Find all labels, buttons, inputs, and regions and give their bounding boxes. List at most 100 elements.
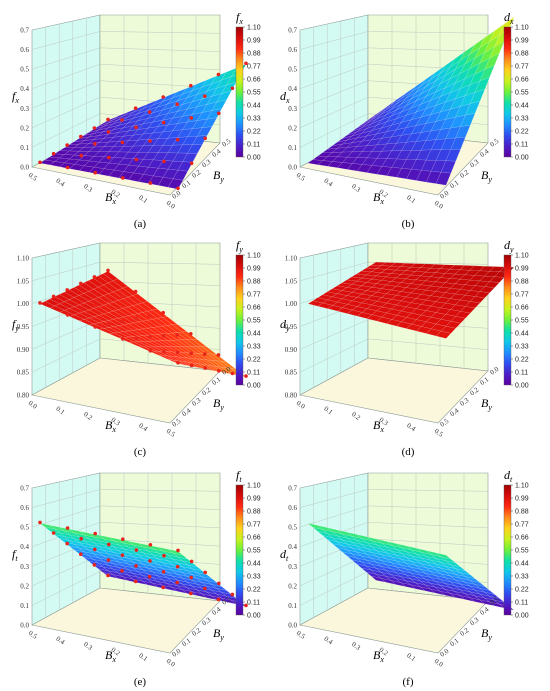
y-tick-label: 0.3 bbox=[201, 616, 213, 628]
x-tick-label: 0.4 bbox=[405, 421, 417, 433]
x-tick-label: 0.1 bbox=[405, 193, 417, 205]
surface-cell bbox=[187, 564, 203, 572]
colorbar-tick-label: 0.22 bbox=[247, 129, 261, 136]
colorbar-tick-label: 0.00 bbox=[247, 613, 261, 620]
z-tick-label: 0.0 bbox=[20, 622, 29, 630]
z-tick-label: 0.90 bbox=[17, 346, 30, 354]
data-marker bbox=[92, 275, 97, 279]
z-tick-label: 0.6 bbox=[20, 504, 29, 512]
data-marker bbox=[176, 548, 180, 553]
colorbar-tick-label: 0.88 bbox=[515, 509, 529, 516]
grid-line bbox=[299, 522, 489, 547]
y-tick-label: 0.0 bbox=[439, 647, 451, 659]
data-marker bbox=[203, 570, 207, 575]
data-marker bbox=[161, 310, 165, 315]
y-tick-label: 0.0 bbox=[171, 647, 183, 659]
data-marker bbox=[120, 553, 125, 557]
x-tick-label: 0.0 bbox=[165, 199, 177, 211]
z-tick-label: 0.1 bbox=[20, 144, 29, 152]
surface-cell bbox=[182, 560, 198, 568]
colorbar-tick-label: 0.99 bbox=[515, 38, 529, 45]
panel-caption: (e) bbox=[134, 676, 147, 688]
colorbar-tick-label: 0.88 bbox=[247, 509, 261, 516]
x-tick-label: 0.3 bbox=[378, 416, 390, 428]
colorbar-tick-label: 0.33 bbox=[515, 344, 529, 351]
x-tick-label: 0.0 bbox=[295, 399, 307, 411]
data-marker bbox=[79, 134, 83, 139]
colorbar-tick-label: 0.77 bbox=[515, 292, 529, 299]
y-tick-label: 0.5 bbox=[439, 417, 451, 429]
data-marker bbox=[203, 94, 207, 98]
x-tick-label: 0.3 bbox=[350, 182, 362, 194]
x-tick-label: 0.2 bbox=[110, 188, 122, 200]
z-tick-label: 0.3 bbox=[20, 105, 29, 113]
z-tick-label: 1.00 bbox=[17, 300, 30, 308]
data-marker bbox=[189, 559, 194, 564]
z-tick-label: 0.4 bbox=[20, 85, 29, 93]
z-tick-label: 0.1 bbox=[20, 602, 29, 610]
z-tick-label: 0.0 bbox=[288, 164, 297, 172]
y-tick-label: 0.1 bbox=[449, 636, 461, 648]
grid-line bbox=[31, 80, 221, 109]
y-tick-label: 0.2 bbox=[191, 168, 203, 180]
colorbar-tick-label: 0.44 bbox=[515, 103, 529, 110]
panel-b: 0.00.10.20.30.40.50.60.70.5 0.4 0.3 0.2 0.1 0… bbox=[280, 10, 529, 230]
colorbar-label: dx bbox=[504, 10, 514, 26]
data-marker bbox=[189, 591, 193, 596]
x-tick-label: 0.0 bbox=[27, 399, 39, 411]
data-marker bbox=[175, 102, 179, 106]
surface-cell bbox=[435, 330, 452, 339]
data-marker bbox=[51, 151, 56, 156]
y-axis-label: By bbox=[213, 626, 224, 642]
grid-line bbox=[31, 505, 221, 528]
z-tick-label: 0.3 bbox=[288, 105, 297, 113]
x-tick-label: 0.4 bbox=[322, 635, 334, 647]
colorbar-tick-label: 0.11 bbox=[247, 142, 260, 149]
data-marker bbox=[203, 136, 207, 141]
surface-cell bbox=[465, 576, 481, 583]
data-marker bbox=[161, 334, 166, 338]
grid-line bbox=[31, 47, 221, 70]
colorbar-tick-label: 0.77 bbox=[247, 64, 261, 71]
data-marker bbox=[176, 186, 180, 191]
data-marker bbox=[51, 531, 56, 535]
data-marker bbox=[244, 61, 248, 66]
colorbar-tick-label: 0.99 bbox=[515, 496, 529, 503]
data-marker bbox=[93, 531, 97, 536]
surface-cell bbox=[479, 588, 495, 595]
surface-cell bbox=[474, 76, 490, 93]
data-marker bbox=[79, 552, 83, 556]
data-marker bbox=[121, 337, 125, 341]
z-tick-label: 0.80 bbox=[17, 392, 30, 400]
data-marker bbox=[148, 543, 153, 547]
z-tick-label: 0.6 bbox=[20, 46, 29, 54]
z-tick-label: 0.0 bbox=[20, 164, 29, 172]
colorbar-tick-label: 0.00 bbox=[247, 155, 261, 162]
data-marker bbox=[134, 316, 138, 321]
colorbar-tick-label: 0.88 bbox=[515, 51, 529, 58]
z-tick-label: 0.7 bbox=[20, 485, 29, 493]
colorbar-tick-label: 0.66 bbox=[247, 305, 261, 312]
data-marker bbox=[107, 322, 111, 326]
surface-cell bbox=[435, 172, 452, 186]
y-tick-label: 0.2 bbox=[201, 386, 213, 398]
colorbar-tick-label: 0.44 bbox=[247, 331, 261, 338]
surface-cell bbox=[177, 556, 193, 564]
colorbar-tick-label: 0.00 bbox=[515, 383, 529, 390]
data-marker bbox=[175, 564, 180, 569]
x-tick-label: 0.3 bbox=[350, 640, 362, 652]
colorbar-tick-label: 0.55 bbox=[515, 318, 529, 325]
colorbar-tick-label: 0.88 bbox=[247, 279, 261, 286]
surface-cell bbox=[464, 301, 481, 309]
z-tick-label: 0.2 bbox=[288, 124, 297, 132]
z-tick-label: 0.4 bbox=[20, 543, 29, 551]
y-tick-label: 0.4 bbox=[181, 406, 193, 418]
data-marker bbox=[106, 299, 111, 303]
data-marker bbox=[175, 580, 179, 585]
colorbar-tick-label: 0.33 bbox=[515, 116, 529, 123]
x-tick-label: 0.1 bbox=[54, 405, 66, 417]
surface-cell bbox=[436, 552, 451, 560]
z-tick-label: 0.3 bbox=[288, 563, 297, 571]
data-marker bbox=[161, 95, 165, 99]
